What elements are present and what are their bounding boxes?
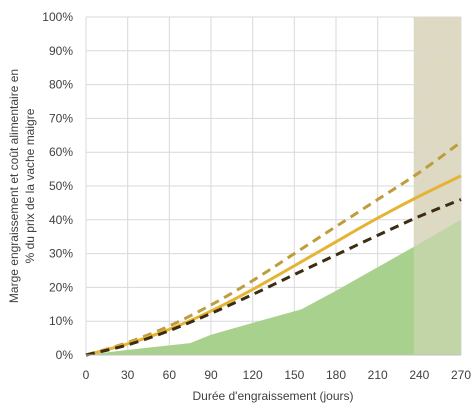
x-tick-label: 150 [284, 368, 304, 382]
x-tick-label: 120 [243, 368, 263, 382]
x-tick-label: 60 [163, 368, 177, 382]
y-tick-label: 20% [49, 280, 73, 294]
y-tick-label: 0% [56, 348, 74, 362]
x-tick-label: 30 [121, 368, 135, 382]
y-tick-label: 70% [49, 111, 73, 125]
y-tick-label: 10% [49, 314, 73, 328]
y-axis-label-line-2: % du prix de la vache maigre [23, 108, 37, 263]
y-tick-label: 90% [49, 44, 73, 58]
x-tick-label: 210 [368, 368, 388, 382]
series-line-1 [85, 140, 462, 357]
y-tick-label: 40% [49, 213, 73, 227]
area-fill [86, 219, 461, 355]
x-tick-label: 0 [83, 368, 90, 382]
x-tick-label: 240 [409, 368, 429, 382]
y-tick-label: 50% [49, 179, 73, 193]
y-tick-label: 100% [42, 10, 73, 24]
x-tick-label: 270 [451, 368, 471, 382]
series-line-3 [85, 198, 462, 357]
y-tick-label: 80% [49, 78, 73, 92]
x-axis-label: Durée d'engraissement (jours) [192, 389, 353, 403]
y-tick-label: 30% [49, 247, 73, 261]
x-tick-label: 180 [326, 368, 346, 382]
y-axis-label-line-1: Marge engraissement et coût alimentaire … [7, 69, 21, 303]
y-tick-label: 60% [49, 145, 73, 159]
x-tick-label: 90 [204, 368, 218, 382]
